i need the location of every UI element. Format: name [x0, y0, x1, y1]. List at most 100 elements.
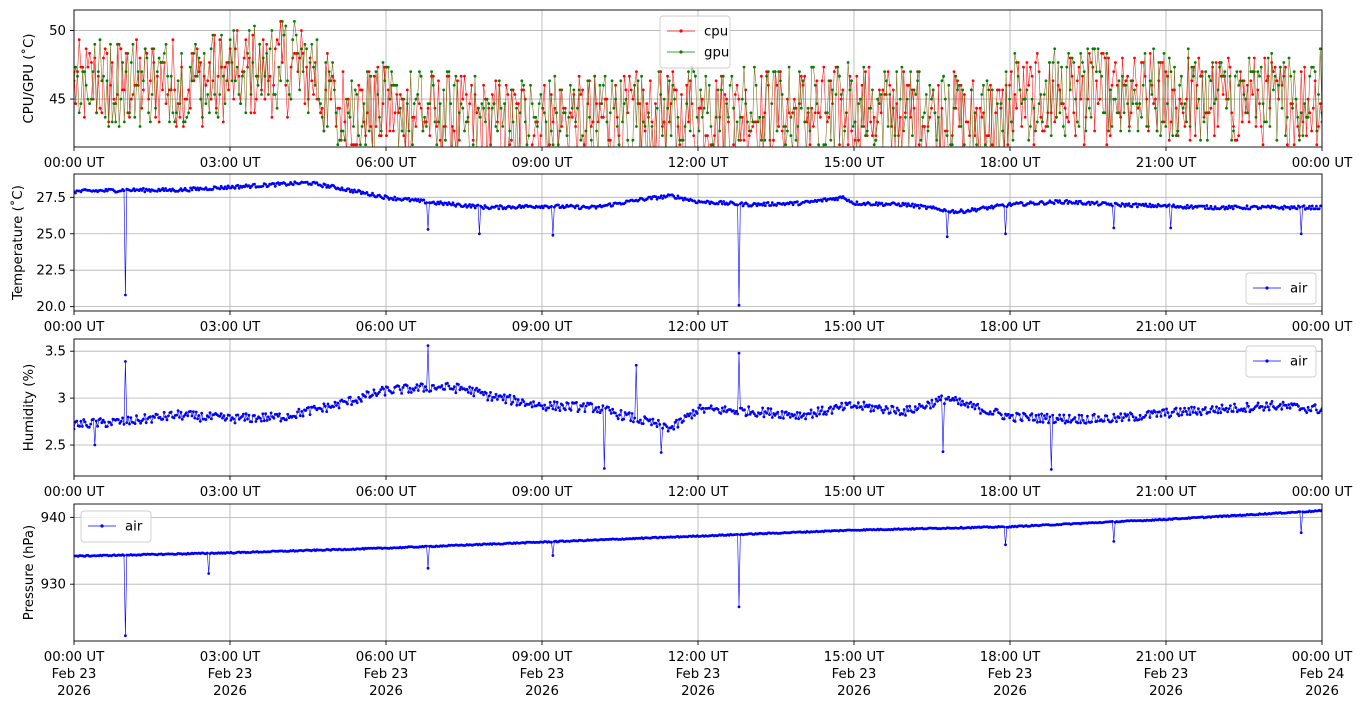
data-point — [1148, 202, 1152, 206]
data-point — [253, 182, 256, 186]
data-point — [142, 417, 145, 421]
data-point — [782, 125, 786, 128]
data-point — [355, 143, 359, 147]
data-point — [596, 410, 599, 414]
data-point — [766, 70, 770, 73]
data-point — [1185, 203, 1189, 207]
data-point — [1269, 402, 1272, 406]
data-point — [816, 406, 820, 410]
data-point — [1074, 97, 1077, 101]
x-tick-label: 06:00 UT — [356, 320, 417, 335]
data-point — [567, 152, 570, 155]
data-point — [102, 74, 105, 78]
data-point — [1015, 61, 1018, 64]
data-point — [306, 111, 310, 115]
data-point — [423, 115, 426, 119]
data-point — [437, 120, 440, 124]
data-point — [253, 24, 256, 28]
data-point — [1035, 120, 1039, 124]
data-point — [1044, 417, 1048, 421]
data-point — [991, 412, 995, 416]
data-point — [1166, 74, 1169, 78]
data-point — [418, 102, 421, 105]
data-point — [569, 83, 572, 87]
data-point — [345, 152, 348, 155]
data-point — [432, 384, 435, 387]
data-point — [709, 125, 713, 128]
data-point — [267, 79, 270, 83]
data-point — [75, 419, 79, 423]
data-point — [286, 412, 290, 416]
data-point — [1183, 125, 1187, 128]
data-point — [543, 111, 546, 115]
data-point — [1133, 88, 1136, 92]
data-point — [270, 115, 274, 119]
data-point — [931, 405, 935, 408]
data-point — [952, 70, 956, 73]
data-point — [253, 414, 256, 417]
data-point — [241, 74, 244, 78]
data-point — [567, 115, 571, 119]
data-point — [633, 416, 637, 420]
data-point — [1013, 52, 1017, 55]
data-point — [614, 97, 617, 101]
data-point — [634, 363, 638, 367]
data-point — [987, 88, 991, 92]
data-point — [833, 152, 836, 155]
data-point — [958, 397, 962, 401]
data-point — [1277, 97, 1280, 101]
data-point — [647, 111, 650, 115]
data-point — [280, 20, 284, 23]
data-point — [1265, 79, 1268, 83]
data-point — [680, 196, 684, 200]
data-point — [171, 38, 175, 42]
data-point — [839, 93, 843, 96]
data-point — [454, 204, 458, 208]
data-point — [530, 102, 534, 105]
data-point — [1287, 56, 1291, 60]
data-point — [103, 47, 107, 51]
data-point — [1241, 409, 1245, 413]
data-point — [391, 391, 395, 394]
data-point — [658, 148, 661, 151]
data-point — [171, 111, 175, 115]
data-point — [88, 102, 91, 105]
data-point — [687, 120, 690, 124]
data-point — [869, 409, 873, 413]
data-point — [672, 427, 676, 431]
data-point — [532, 400, 535, 403]
data-point — [264, 183, 267, 186]
data-point — [469, 205, 473, 209]
data-point — [1022, 65, 1025, 69]
data-point — [1237, 83, 1241, 87]
data-point — [150, 421, 154, 424]
data-point — [232, 97, 236, 101]
data-point — [579, 138, 583, 142]
data-point — [1155, 205, 1159, 209]
data-point — [534, 115, 538, 119]
data-point — [652, 152, 655, 155]
data-point — [947, 395, 950, 399]
data-point — [947, 157, 950, 160]
data-point — [586, 79, 590, 83]
data-point — [826, 409, 830, 413]
data-point — [1044, 79, 1048, 83]
data-point — [485, 97, 489, 101]
data-point — [110, 61, 114, 64]
data-point — [678, 143, 682, 147]
data-point — [1102, 419, 1106, 423]
data-point — [912, 410, 916, 414]
data-point — [482, 83, 485, 87]
data-point — [74, 65, 78, 69]
data-point — [627, 411, 631, 414]
data-point — [1193, 134, 1197, 138]
data-point — [708, 152, 711, 155]
data-point — [214, 106, 218, 110]
data-point — [834, 93, 838, 96]
data-point — [441, 157, 444, 160]
data-point — [265, 42, 269, 46]
data-point — [364, 395, 367, 399]
data-point — [1111, 204, 1114, 208]
data-point — [1117, 416, 1121, 420]
data-point — [489, 143, 492, 147]
